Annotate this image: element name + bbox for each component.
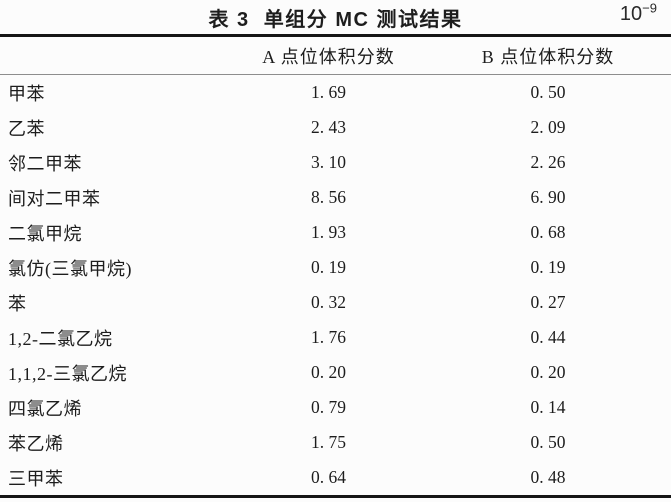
site-b-value-cell: 2. 26 [530,152,566,172]
table-row: 1,2-二氯乙烷 1. 76 0. 44 [0,320,671,355]
table-row: 乙苯 2. 43 2. 09 [0,110,671,145]
table-row: 苯 0. 32 0. 27 [0,285,671,320]
table-row: 甲苯 1. 69 0. 50 [0,75,671,111]
table-title: 表 3 单组分 MC 测试结果 [208,8,463,31]
site-a-value-cell: 1. 93 [311,222,346,242]
table-row: 四氯乙烯 0. 79 0. 14 [0,390,671,425]
site-a-column-header: A 点位体积分数 [232,35,425,75]
unit-annotation: 10−9 [619,0,657,26]
compound-name-cell: 苯乙烯 [8,433,64,454]
compound-name-cell: 1,2-二氯乙烷 [8,328,113,349]
table-caption-bar: 表 3 单组分 MC 测试结果 10−9 [0,0,671,34]
site-b-column-header: B 点位体积分数 [425,35,671,75]
unit-exponent: −9 [642,0,657,16]
compound-name-cell: 甲苯 [8,83,45,104]
compound-name-cell: 邻二甲苯 [8,153,82,174]
table-row: 1,1,2-三氯乙烷 0. 20 0. 20 [0,355,671,390]
site-a-value-cell: 0. 32 [311,292,346,312]
compound-name-cell: 三甲苯 [8,468,64,489]
site-a-value-cell: 2. 43 [311,117,346,137]
site-b-value-cell: 0. 50 [530,432,566,452]
site-b-value-cell: 0. 68 [530,222,566,242]
site-b-value-cell: 0. 27 [530,292,566,312]
site-b-value-cell: 0. 20 [530,362,566,382]
site-b-value-cell: 0. 14 [530,397,566,417]
table-row: 二氯甲烷 1. 93 0. 68 [0,215,671,250]
compound-column-header [0,35,232,75]
table-row: 邻二甲苯 3. 10 2. 26 [0,145,671,180]
table-row: 苯乙烯 1. 75 0. 50 [0,425,671,460]
table-body: 甲苯 1. 69 0. 50 乙苯 2. 43 2. 09 邻二甲苯 3. 10… [0,75,671,497]
site-b-value-cell: 0. 50 [530,82,566,102]
site-b-value-cell: 2. 09 [530,117,566,137]
compound-name-cell: 四氯乙烯 [8,398,82,419]
site-a-value-cell: 1. 76 [311,327,346,347]
site-a-value-cell: 0. 79 [311,397,346,417]
table-row: 三甲苯 0. 64 0. 48 [0,460,671,497]
table-header-row: A 点位体积分数 B 点位体积分数 [0,35,671,75]
table-row: 氯仿(三氯甲烷) 0. 19 0. 19 [0,250,671,285]
compound-name-cell: 1,1,2-三氯乙烷 [8,363,127,384]
site-a-value-cell: 0. 20 [311,362,346,382]
mc-results-table: A 点位体积分数 B 点位体积分数 甲苯 1. 69 0. 50 乙苯 2. 4… [0,34,671,498]
site-b-value-cell: 0. 19 [530,257,566,277]
site-a-value-cell: 1. 69 [311,82,346,102]
site-b-value-cell: 6. 90 [530,187,566,207]
site-a-value-cell: 3. 10 [311,152,346,172]
compound-name-cell: 乙苯 [8,118,45,139]
table-row: 间对二甲苯 8. 56 6. 90 [0,180,671,215]
unit-base: 10 [619,3,643,25]
compound-name-cell: 二氯甲烷 [8,223,82,244]
site-b-value-cell: 0. 44 [530,327,566,347]
site-a-value-cell: 1. 75 [311,432,346,452]
site-a-value-cell: 0. 64 [311,467,346,487]
site-a-value-cell: 0. 19 [311,257,346,277]
compound-name-cell: 氯仿(三氯甲烷) [8,258,132,279]
compound-name-cell: 间对二甲苯 [8,188,101,209]
site-a-value-cell: 8. 56 [311,187,346,207]
site-b-value-cell: 0. 48 [530,467,566,487]
compound-name-cell: 苯 [8,293,27,314]
